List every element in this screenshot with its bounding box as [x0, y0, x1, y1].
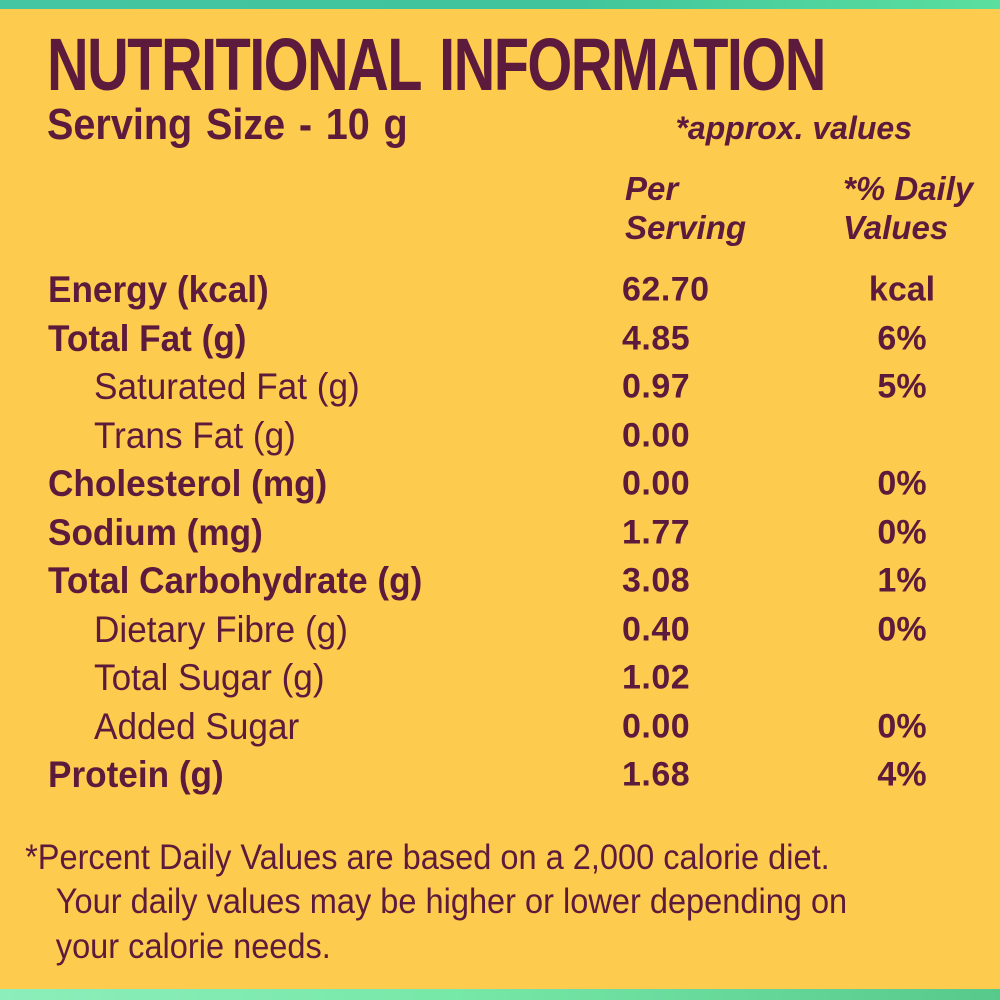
- column-header-daily-values: *% Daily Values: [843, 170, 974, 246]
- row-label: Total Fat (g): [48, 317, 247, 359]
- table-row: Added Sugar 0.00 0%: [0, 703, 1000, 752]
- row-label: Protein (g): [48, 754, 224, 796]
- daily-value: 4%: [877, 755, 927, 794]
- table-row: Total Sugar (g) 1.02: [0, 654, 1000, 703]
- footnote-line: Your daily values may be higher or lower…: [55, 882, 848, 922]
- per-serving-value: 0.00: [622, 707, 691, 746]
- row-label: Dietary Fibre (g): [94, 608, 348, 650]
- table-row: Cholesterol (mg) 0.00 0%: [0, 460, 1000, 509]
- row-label: Added Sugar: [94, 705, 300, 747]
- per-serving-value: 0.00: [622, 416, 691, 455]
- nutrition-table: Energy (kcal) 62.70 kcal Total Fat (g) 4…: [0, 266, 1000, 800]
- serving-size-text: Serving Size - 10 g: [47, 100, 408, 149]
- approx-values-note: *approx. values: [675, 110, 912, 146]
- daily-value: 0%: [877, 464, 927, 503]
- daily-value: 0%: [877, 610, 927, 649]
- per-serving-value: 4.85: [622, 319, 691, 358]
- table-row: Saturated Fat (g) 0.97 5%: [0, 363, 1000, 412]
- row-label: Cholesterol (mg): [48, 463, 328, 505]
- daily-value: 1%: [877, 561, 927, 600]
- per-serving-value: 0.00: [622, 464, 691, 503]
- footnote-line: *Percent Daily Values are based on a 2,0…: [25, 838, 830, 877]
- table-row: Energy (kcal) 62.70 kcal: [0, 266, 1000, 315]
- row-label: Total Sugar (g): [94, 657, 325, 699]
- daily-values-footnote: *Percent Daily Values are based on a 2,0…: [0, 836, 921, 969]
- table-row: Total Carbohydrate (g) 3.08 1%: [0, 557, 1000, 606]
- table-row: Protein (g) 1.68 4%: [0, 751, 1000, 800]
- daily-value: 5%: [877, 367, 927, 406]
- row-label: Total Carbohydrate (g): [48, 560, 423, 602]
- daily-value: 0%: [877, 513, 927, 552]
- footnote-line: your calorie needs.: [55, 926, 331, 966]
- row-label: Saturated Fat (g): [94, 366, 360, 408]
- table-row: Sodium (mg) 1.77 0%: [0, 509, 1000, 558]
- daily-value: 6%: [877, 319, 927, 358]
- per-serving-value: 1.02: [622, 658, 691, 697]
- column-header-per-serving: Per Serving: [625, 170, 747, 246]
- daily-value: kcal: [868, 270, 936, 309]
- top-border-strip: [0, 0, 1000, 9]
- page-title: NUTRITIONAL INFORMATION: [47, 23, 826, 106]
- table-row: Dietary Fibre (g) 0.40 0%: [0, 606, 1000, 655]
- row-label: Sodium (mg): [48, 511, 263, 553]
- row-label: Energy (kcal): [48, 269, 269, 311]
- row-label: Trans Fat (g): [94, 414, 296, 456]
- per-serving-value: 0.97: [622, 367, 691, 406]
- per-serving-value: 1.68: [622, 755, 691, 794]
- per-serving-value: 3.08: [622, 561, 691, 600]
- per-serving-value: 1.77: [622, 513, 691, 552]
- table-row: Trans Fat (g) 0.00: [0, 412, 1000, 461]
- per-serving-value: 62.70: [622, 270, 710, 309]
- bottom-border-strip: [0, 989, 1000, 1000]
- per-serving-value: 0.40: [622, 610, 691, 649]
- daily-value: 0%: [877, 707, 927, 746]
- table-row: Total Fat (g) 4.85 6%: [0, 315, 1000, 364]
